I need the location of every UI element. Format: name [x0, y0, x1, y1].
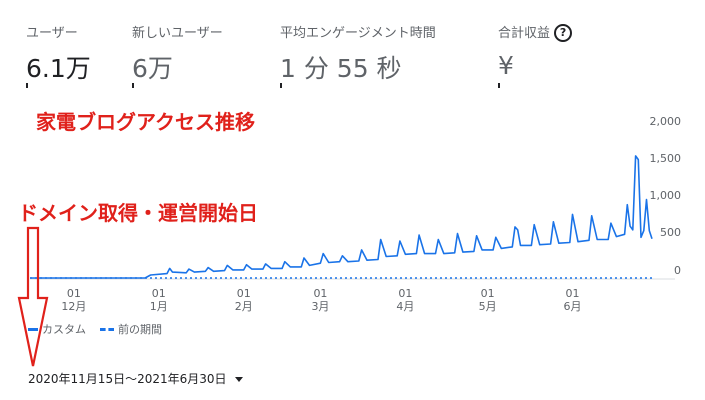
date-range-text: 2020年11月15日～2021年6月30日: [28, 372, 227, 386]
x-tick-month-label: 5月: [479, 300, 497, 313]
metric-engagement-label: 平均エンゲージメント時間: [280, 26, 436, 41]
series-layer: [30, 155, 653, 279]
metric-engagement-time[interactable]: 平均エンゲージメント時間 1 分 55 秒: [280, 22, 436, 85]
x-tick-month-label: 2月: [235, 300, 253, 313]
tick-layer: 2,0001,5001,00050000112月011月012月013月014月…: [61, 115, 681, 313]
x-tick-month-label: 1月: [150, 300, 168, 313]
x-tick-day-label: 01: [67, 287, 81, 300]
metric-users-value: 6.1万: [26, 54, 91, 83]
x-tick-day-label: 01: [481, 287, 495, 300]
date-range-selector[interactable]: 2020年11月15日～2021年6月30日: [28, 370, 243, 387]
metric-new-users[interactable]: 新しいユーザー 6万: [132, 22, 223, 85]
x-tick-day-label: 01: [313, 287, 327, 300]
annotation-start-label: ドメイン取得・運営開始日: [18, 201, 258, 225]
legend-swatch-dashed: [100, 327, 114, 331]
metric-revenue-label-text: 合計収益: [498, 26, 551, 41]
x-tick-month-label: 6月: [564, 300, 582, 313]
metric-revenue-value: ¥: [498, 50, 514, 80]
legend-previous-label: 前の期間: [118, 323, 162, 336]
x-tick-month-label: 12月: [61, 300, 86, 313]
metric-revenue-tick: [498, 83, 500, 88]
x-tick-month-label: 4月: [396, 300, 414, 313]
x-tick-day-label: 01: [398, 287, 412, 300]
y-tick-label: 1,500: [650, 152, 682, 165]
annotation-title: 家電ブログアクセス推移: [36, 110, 255, 134]
metric-users[interactable]: ユーザー 6.1万: [26, 22, 91, 85]
metric-engagement-value: 1 分 55 秒: [280, 54, 402, 83]
series-line-custom: [30, 155, 653, 279]
metric-revenue-label: 合計収益?: [498, 22, 573, 43]
y-tick-label: 2,000: [650, 115, 682, 128]
x-tick-day-label: 01: [152, 287, 166, 300]
chart-legend: カスタム 前の期間: [28, 321, 176, 337]
metric-revenue[interactable]: 合計収益? ¥: [498, 22, 573, 80]
x-tick-day-label: 01: [237, 287, 251, 300]
help-circle-icon[interactable]: ?: [554, 23, 573, 42]
legend-custom-label: カスタム: [42, 323, 86, 336]
legend-item-previous[interactable]: 前の期間: [100, 321, 162, 337]
metric-new-users-label: 新しいユーザー: [132, 26, 223, 41]
legend-item-custom[interactable]: カスタム: [28, 321, 86, 337]
legend-swatch-solid: [28, 327, 38, 331]
chevron-down-icon: [234, 377, 243, 382]
metric-new-users-tick: [132, 83, 134, 88]
y-tick-label: 0: [674, 264, 681, 277]
metric-users-label: ユーザー: [26, 26, 78, 41]
metric-users-tick: [26, 83, 28, 88]
metric-new-users-value: 6万: [132, 54, 173, 83]
metric-engagement-tick: [280, 83, 282, 88]
y-tick-label: 500: [660, 226, 681, 239]
x-tick-day-label: 01: [566, 287, 580, 300]
y-tick-label: 1,000: [650, 189, 682, 202]
x-tick-month-label: 3月: [311, 300, 329, 313]
